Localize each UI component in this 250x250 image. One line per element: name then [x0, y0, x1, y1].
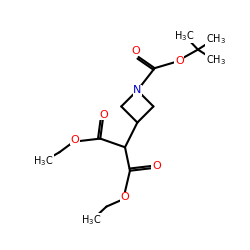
Text: H$_3$C: H$_3$C [82, 213, 102, 227]
Text: CH$_3$: CH$_3$ [206, 32, 226, 46]
Text: H$_3$C: H$_3$C [33, 154, 54, 168]
Text: O: O [100, 110, 108, 120]
Text: O: O [152, 161, 161, 171]
Text: N: N [133, 86, 141, 96]
Text: O: O [70, 135, 79, 145]
Text: CH$_3$: CH$_3$ [206, 53, 226, 67]
Text: H$_3$C: H$_3$C [174, 29, 195, 43]
Text: O: O [121, 192, 130, 202]
Text: O: O [175, 56, 184, 66]
Text: O: O [132, 46, 140, 56]
